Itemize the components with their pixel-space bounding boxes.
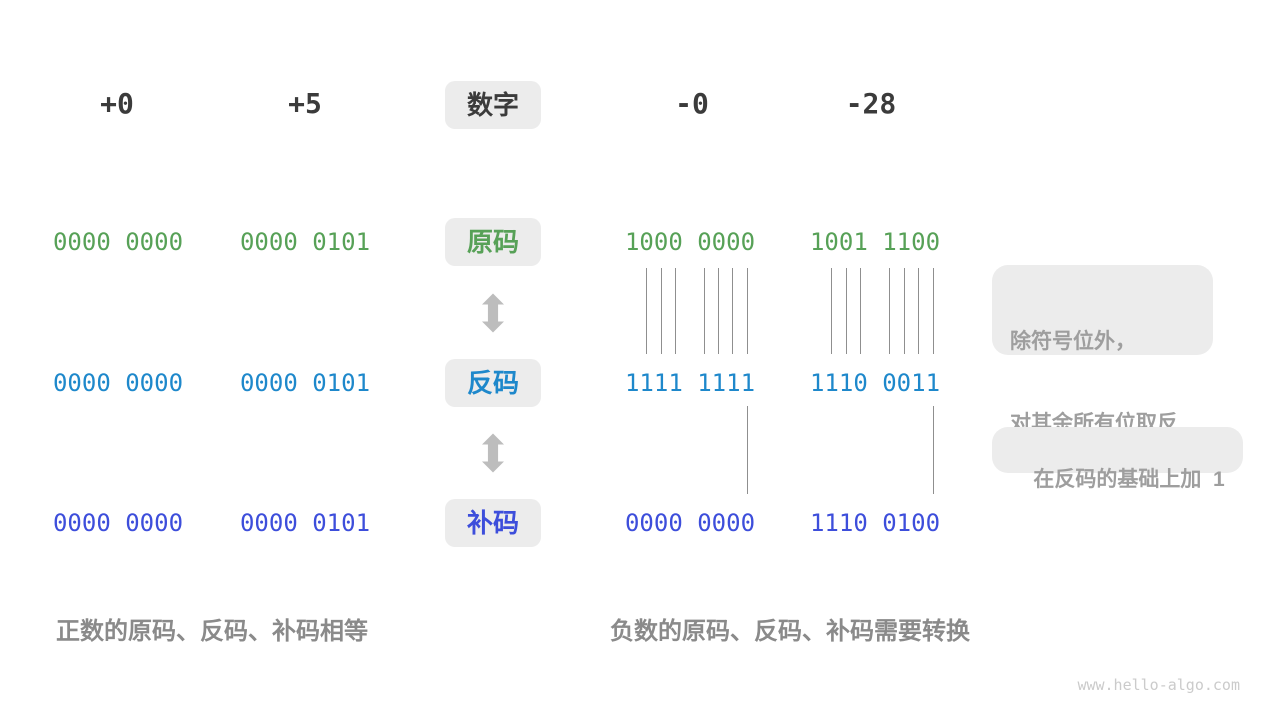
number-plus-five: +5: [288, 87, 322, 120]
site-watermark: www.hello-algo.com: [1077, 676, 1240, 694]
bit-connector-line: [704, 268, 705, 354]
double-vertical-arrow-icon: [482, 293, 504, 333]
label-box-sign-magnitude: 原码: [445, 218, 541, 266]
bit-connector-line: [747, 268, 748, 354]
caption-positive-numbers: 正数的原码、反码、补码相等: [56, 618, 368, 645]
sign-magnitude-value: 1001 1100: [809, 228, 941, 256]
ones-complement-value: 1110 0011: [809, 369, 941, 397]
bit-connector-line: [933, 406, 934, 494]
twos-complement-value: 1110 0100: [809, 509, 941, 537]
double-vertical-arrow-icon: [482, 433, 504, 473]
twos-complement-value: 0000 0000: [624, 509, 756, 537]
sign-magnitude-value: 0000 0101: [239, 228, 371, 256]
bit-connector-line: [889, 268, 890, 354]
label-box-number: 数字: [445, 81, 541, 129]
bit-connector-line: [831, 268, 832, 354]
number-minus-28: -28: [845, 87, 897, 120]
sign-magnitude-value: 1000 0000: [624, 228, 756, 256]
bit-connector-line: [846, 268, 847, 354]
bit-connector-line: [860, 268, 861, 354]
label-box-twos-complement: 补码: [445, 499, 541, 547]
ones-complement-value: 0000 0000: [52, 369, 184, 397]
annotation-invert-bits: 除符号位外， 对其余所有位取反: [992, 265, 1213, 435]
bit-connector-line: [904, 268, 905, 354]
twos-complement-value: 0000 0101: [239, 509, 371, 537]
number-minus-zero: -0: [675, 87, 709, 120]
sign-magnitude-value: 0000 0000: [52, 228, 184, 256]
bit-connector-line: [718, 268, 719, 354]
annotation-line: 除符号位外，: [1010, 330, 1136, 353]
number-plus-zero: +0: [100, 87, 134, 120]
bit-connector-line: [732, 268, 733, 354]
caption-negative-numbers: 负数的原码、反码、补码需要转换: [610, 618, 970, 645]
annotation-line: 在反码的基础上加 1: [1033, 468, 1225, 491]
ones-complement-value: 1111 1111: [624, 369, 756, 397]
twos-complement-value: 0000 0000: [52, 509, 184, 537]
ones-complement-value: 0000 0101: [239, 369, 371, 397]
bit-connector-line: [661, 268, 662, 354]
bit-connector-line: [675, 268, 676, 354]
bit-connector-line: [747, 406, 748, 494]
bit-connector-line: [933, 268, 934, 354]
label-box-ones-complement: 反码: [445, 359, 541, 407]
annotation-add-one: 在反码的基础上加 1: [992, 427, 1243, 491]
bit-connector-line: [918, 268, 919, 354]
bit-connector-line: [646, 268, 647, 354]
